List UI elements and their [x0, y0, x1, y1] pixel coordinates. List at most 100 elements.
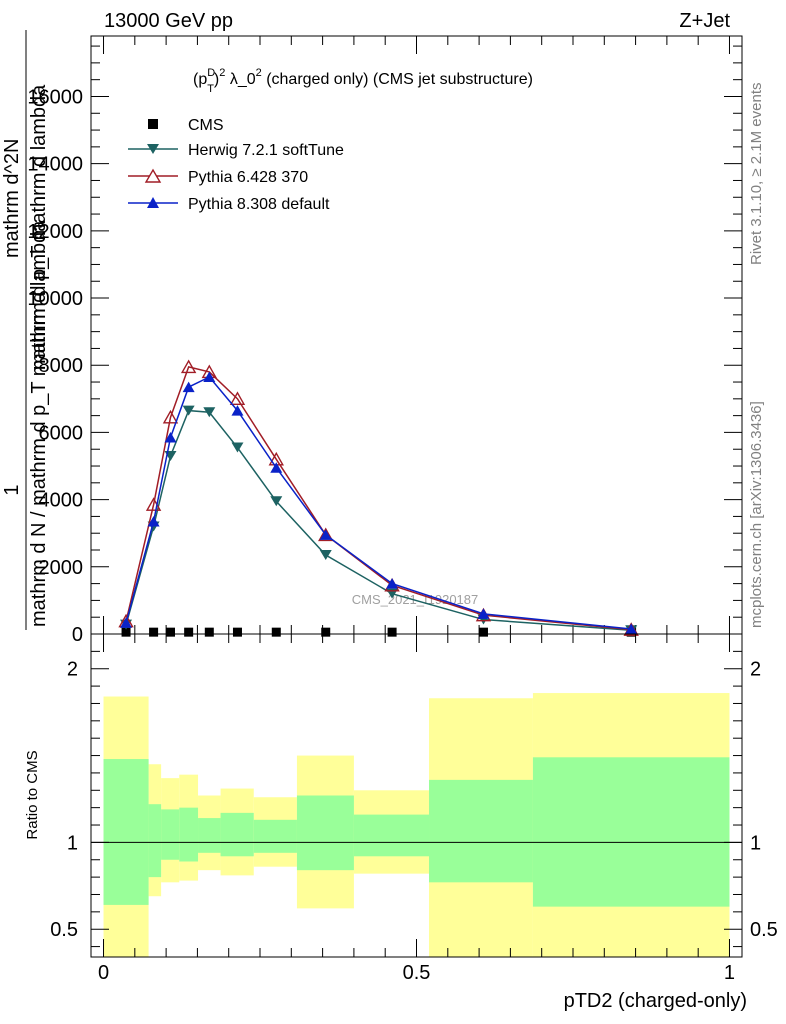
data-point-pythia-8-308-default [203, 371, 216, 382]
data-point-cms [232, 627, 242, 637]
legend-marker-pythia8 [147, 197, 159, 208]
title-part-sub1: T [207, 83, 214, 95]
legend-label-pythia6: Pythia 6.428 370 [188, 169, 308, 186]
ratio-y-tick-label-right: 0.5 [750, 919, 778, 941]
data-point-pythia-8-308-default [625, 623, 638, 634]
data-point-cms [149, 627, 159, 637]
main-y-tick-label: 10000 [27, 288, 83, 310]
x-axis-label: pTD2 (charged-only) [564, 990, 747, 1012]
main-y-tick-labels: 0 2000 4000 6000 8000 10000 12000 14000 16000 [27, 86, 83, 646]
data-point-pythia-8-308-default [386, 578, 399, 589]
data-point-cms [165, 627, 175, 637]
series-pythia-8-308-default [120, 371, 638, 634]
header-energy: 13000 GeV pp [104, 10, 233, 32]
data-point-pythia-6-428-370 [180, 359, 197, 374]
legend-label-cms: CMS [188, 117, 224, 134]
data-point-pythia-8-308-default [182, 381, 195, 393]
data-point-cms [271, 627, 281, 637]
data-point-herwig-7-2-1-softtune [182, 405, 195, 416]
legend: CMS Herwig 7.2.1 softTune Pythia 6.428 3… [128, 117, 344, 213]
legend-entry-herwig: Herwig 7.2.1 softTune [128, 142, 344, 159]
ratio-band-inner-bin [296, 795, 354, 871]
main-y-tick-label: 8000 [39, 355, 84, 377]
ratio-band-inner-bin [161, 809, 180, 860]
data-point-pythia-8-308-default [477, 608, 490, 619]
legend-entry-pythia6: Pythia 6.428 370 [128, 168, 308, 186]
ratio-uncertainty-bands [103, 693, 730, 957]
ratio-x-tick-labels: 0 0.5 1 [98, 962, 735, 984]
ratio-plot-frame [90, 633, 743, 958]
data-point-pythia-8-308-default [319, 529, 332, 540]
ratio-band-inner-bin [179, 807, 199, 862]
legend-entry-pythia8: Pythia 8.308 default [128, 196, 330, 213]
series-line-pythia-6-428-370 [125, 366, 632, 631]
data-point-pythia-8-308-default [147, 515, 160, 527]
x-tick-label: 1 [724, 962, 735, 984]
x-tick-label: 0 [98, 962, 109, 984]
ratio-band-inner-bin [198, 818, 221, 853]
ratio-band-inner-bin [103, 759, 149, 905]
title-part-post: (charged only) (CMS jet substructure) [262, 71, 533, 88]
data-point-herwig-7-2-1-softtune [231, 442, 244, 453]
ratio-band-inner-bin [429, 779, 533, 883]
data-point-pythia-8-308-default [270, 462, 283, 473]
title-part-mid: λ_0 [225, 71, 255, 88]
ratio-y-tick-label-left: 0.5 [50, 919, 78, 941]
mcplots-label: mcplots.cern.ch [arXiv:1306.3436] [748, 401, 765, 628]
data-point-cms [184, 627, 194, 637]
rivet-label: Rivet 3.1.10, ≥ 2.1M events [748, 83, 765, 266]
data-point-pythia-6-428-370 [162, 409, 179, 424]
main-y-tick-label: 2000 [39, 557, 84, 579]
ratio-plot-panel: 0.5 0.51 12 2 0 0.5 1 Ratio to CMS pTD2 (char… [24, 633, 778, 1012]
data-point-cms [121, 627, 131, 637]
main-y-tick-label: 0 [72, 624, 83, 646]
title-part-sup1: D [207, 67, 215, 79]
y-label-denominator: mathrm d N / mathrm d p_T mathrm d lambd… [28, 220, 50, 627]
ratio-band-inner-bin [253, 819, 297, 853]
legend-entry-cms: CMS [148, 117, 224, 134]
main-axis-ticks [91, 36, 742, 635]
ratio-y-tick-labels: 0.5 0.5 1 1 2 2 [50, 659, 778, 941]
ratio-y-tick-label-left: 2 [67, 659, 78, 681]
data-point-pythia-8-308-default [231, 405, 244, 416]
ratio-y-tick-label-right: 2 [750, 659, 761, 681]
main-y-tick-label: 6000 [39, 422, 84, 444]
ratio-y-label: Ratio to CMS [24, 750, 41, 839]
y-label-fraction-one: 1 [1, 484, 23, 495]
data-point-cms [387, 627, 397, 637]
header-process: Z+Jet [679, 10, 730, 32]
plot-title: (pD T)2 λ_02 (charged only) (CMS jet subs… [193, 67, 533, 95]
data-point-cms [321, 627, 331, 637]
legend-marker-cms [148, 119, 158, 129]
main-plot-panel: 0 2000 4000 6000 8000 10000 12000 14000 16000 CM… [1, 30, 743, 646]
ratio-band-inner-bin [532, 757, 730, 907]
data-point-pythia-8-308-default [120, 617, 133, 628]
data-point-herwig-7-2-1-softtune [203, 407, 216, 418]
title-part-sup3: 2 [256, 67, 262, 79]
ratio-band-inner-bin [148, 804, 162, 878]
main-y-axis-label: 1 mathrm d N / mathrm d p_T mathrm d lam… [1, 30, 50, 630]
legend-label-pythia8: Pythia 8.308 default [188, 196, 330, 213]
legend-marker-pythia6 [144, 168, 162, 183]
y-label-numerator: mathrm d^2N [1, 139, 23, 258]
main-y-tick-label: 12000 [27, 221, 83, 243]
data-point-pythia-6-428-370 [229, 391, 246, 406]
series-cms [121, 627, 636, 637]
ratio-axis-ticks [91, 634, 742, 957]
ratio-band-inner-bin [220, 812, 254, 857]
data-point-pythia-6-428-370 [318, 527, 334, 542]
data-point-cms [204, 627, 214, 637]
title-part-post1: ) [214, 71, 219, 88]
legend-label-herwig: Herwig 7.2.1 softTune [188, 142, 344, 159]
data-point-herwig-7-2-1-softtune [270, 496, 283, 507]
ratio-y-tick-label-left: 1 [67, 832, 78, 854]
title-part-sup2: 2 [219, 67, 225, 79]
legend-marker-herwig [147, 144, 159, 154]
x-tick-label: 0.5 [403, 962, 431, 984]
ratio-y-tick-label-right: 1 [750, 832, 761, 854]
main-y-tick-label: 16000 [27, 86, 83, 108]
title-part-pre: (p [193, 71, 207, 88]
data-point-herwig-7-2-1-softtune [319, 550, 332, 561]
data-point-cms [478, 627, 488, 637]
